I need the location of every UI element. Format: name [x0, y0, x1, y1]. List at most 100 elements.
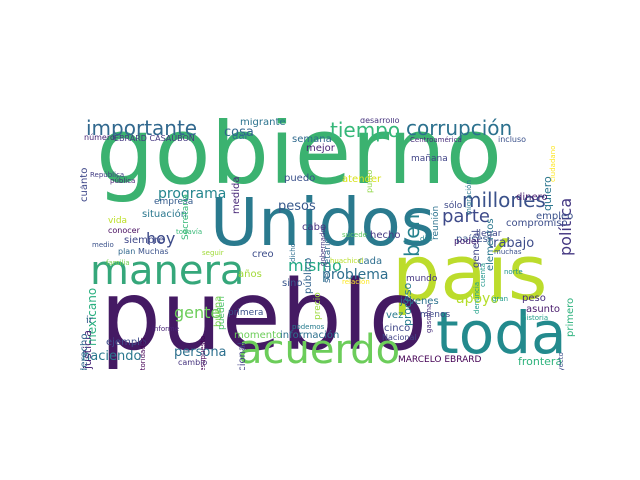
word: siempre — [124, 235, 165, 246]
word: público — [303, 257, 314, 294]
word: mundo — [406, 274, 438, 284]
word: denuncia — [473, 281, 481, 314]
word: parte — [442, 206, 490, 227]
word: MARCELO EBRARD — [398, 355, 482, 365]
word: dar — [232, 131, 249, 142]
word: gran — [492, 295, 509, 303]
word: cuenta — [479, 262, 487, 287]
word: cabo — [302, 222, 327, 233]
word: relación — [342, 278, 370, 286]
word: programa — [158, 186, 227, 202]
word: primero — [565, 297, 576, 337]
word: problema — [322, 267, 389, 283]
word: empleo — [536, 211, 574, 222]
word: gobernador — [319, 225, 327, 266]
word: persona — [174, 345, 227, 360]
word: reunión — [431, 205, 441, 240]
word: conocer — [108, 226, 140, 235]
word: migrante — [240, 118, 286, 128]
word: Centroamérica — [410, 136, 462, 144]
word: llegar — [476, 229, 502, 239]
word: jóvenes — [400, 296, 439, 307]
word: tiempo — [330, 118, 401, 142]
word: situación — [142, 209, 188, 220]
word: muchas — [494, 248, 522, 256]
word: manera — [90, 248, 245, 294]
word: cada — [358, 256, 383, 267]
word: cosa — [224, 125, 254, 140]
word: millones — [462, 188, 546, 212]
word: proceso — [401, 282, 414, 326]
word: norte — [504, 268, 523, 276]
word: dinero — [516, 192, 548, 203]
word: proyecto — [557, 352, 565, 370]
word: hecho — [370, 230, 401, 241]
word: punto — [365, 169, 374, 193]
word: Unidos — [210, 184, 436, 261]
word: sino — [282, 278, 303, 289]
word: mismo — [288, 256, 342, 275]
word: país — [392, 228, 548, 317]
word: todavía — [176, 228, 203, 236]
word: buena — [213, 295, 224, 327]
word: semana — [292, 134, 332, 145]
word: pública — [110, 177, 136, 185]
word: desarrollo — [360, 118, 400, 125]
word: peso — [522, 293, 546, 304]
word: huachicol — [330, 257, 364, 265]
word: cambio — [178, 358, 208, 367]
word: cuánto — [80, 167, 90, 202]
word: podemos — [292, 323, 325, 331]
word: precio — [313, 292, 323, 320]
word: trabajo — [488, 236, 535, 251]
word: presupuesto — [199, 335, 207, 370]
word: asunto — [526, 304, 561, 315]
word: EBRARD CASAUBON — [114, 134, 195, 143]
word: toda — [436, 299, 567, 367]
word: momento — [234, 330, 283, 341]
word: información — [280, 330, 340, 341]
word: Guardia Nacional — [237, 342, 248, 370]
word: cinco — [384, 323, 411, 334]
word: atender — [342, 174, 382, 185]
word: haciendo — [82, 349, 142, 364]
word: puedo — [284, 173, 316, 184]
word: ejemplo — [106, 337, 147, 348]
word: número — [84, 133, 115, 142]
word: creo — [252, 249, 274, 260]
word: menos — [420, 310, 451, 320]
word: autoridades — [139, 337, 147, 370]
word: dicho — [289, 243, 297, 262]
word: incluso — [498, 135, 527, 144]
word: corrupción — [406, 118, 513, 140]
word: mañana — [411, 154, 448, 164]
word: sólo — [444, 201, 463, 211]
word: Muchas — [138, 247, 169, 256]
word: frontera — [518, 355, 563, 368]
word: ciudadano — [549, 145, 557, 182]
word: seguir — [202, 249, 224, 257]
word: plan — [118, 247, 136, 256]
word: derecho — [80, 333, 90, 371]
word: importante — [86, 118, 198, 140]
word: Nacional — [382, 333, 417, 342]
word: migración — [465, 180, 473, 215]
word: vida — [108, 216, 128, 226]
word: vez — [386, 310, 404, 321]
word: gente — [174, 303, 221, 322]
word: bien — [400, 213, 424, 257]
word: medida — [231, 176, 242, 215]
word: años — [238, 269, 262, 280]
word: ir — [86, 315, 93, 326]
word: apoyo — [456, 291, 499, 307]
word: mejor — [306, 143, 335, 154]
word: pueblo — [100, 260, 428, 370]
word: países — [456, 234, 488, 245]
word: primera — [228, 308, 264, 318]
word: medio — [92, 241, 114, 249]
word: pesos — [278, 199, 316, 214]
word: sucede — [342, 231, 367, 239]
word: gasolina — [425, 303, 433, 333]
word: empresa — [154, 197, 194, 207]
word: historia — [522, 314, 549, 322]
